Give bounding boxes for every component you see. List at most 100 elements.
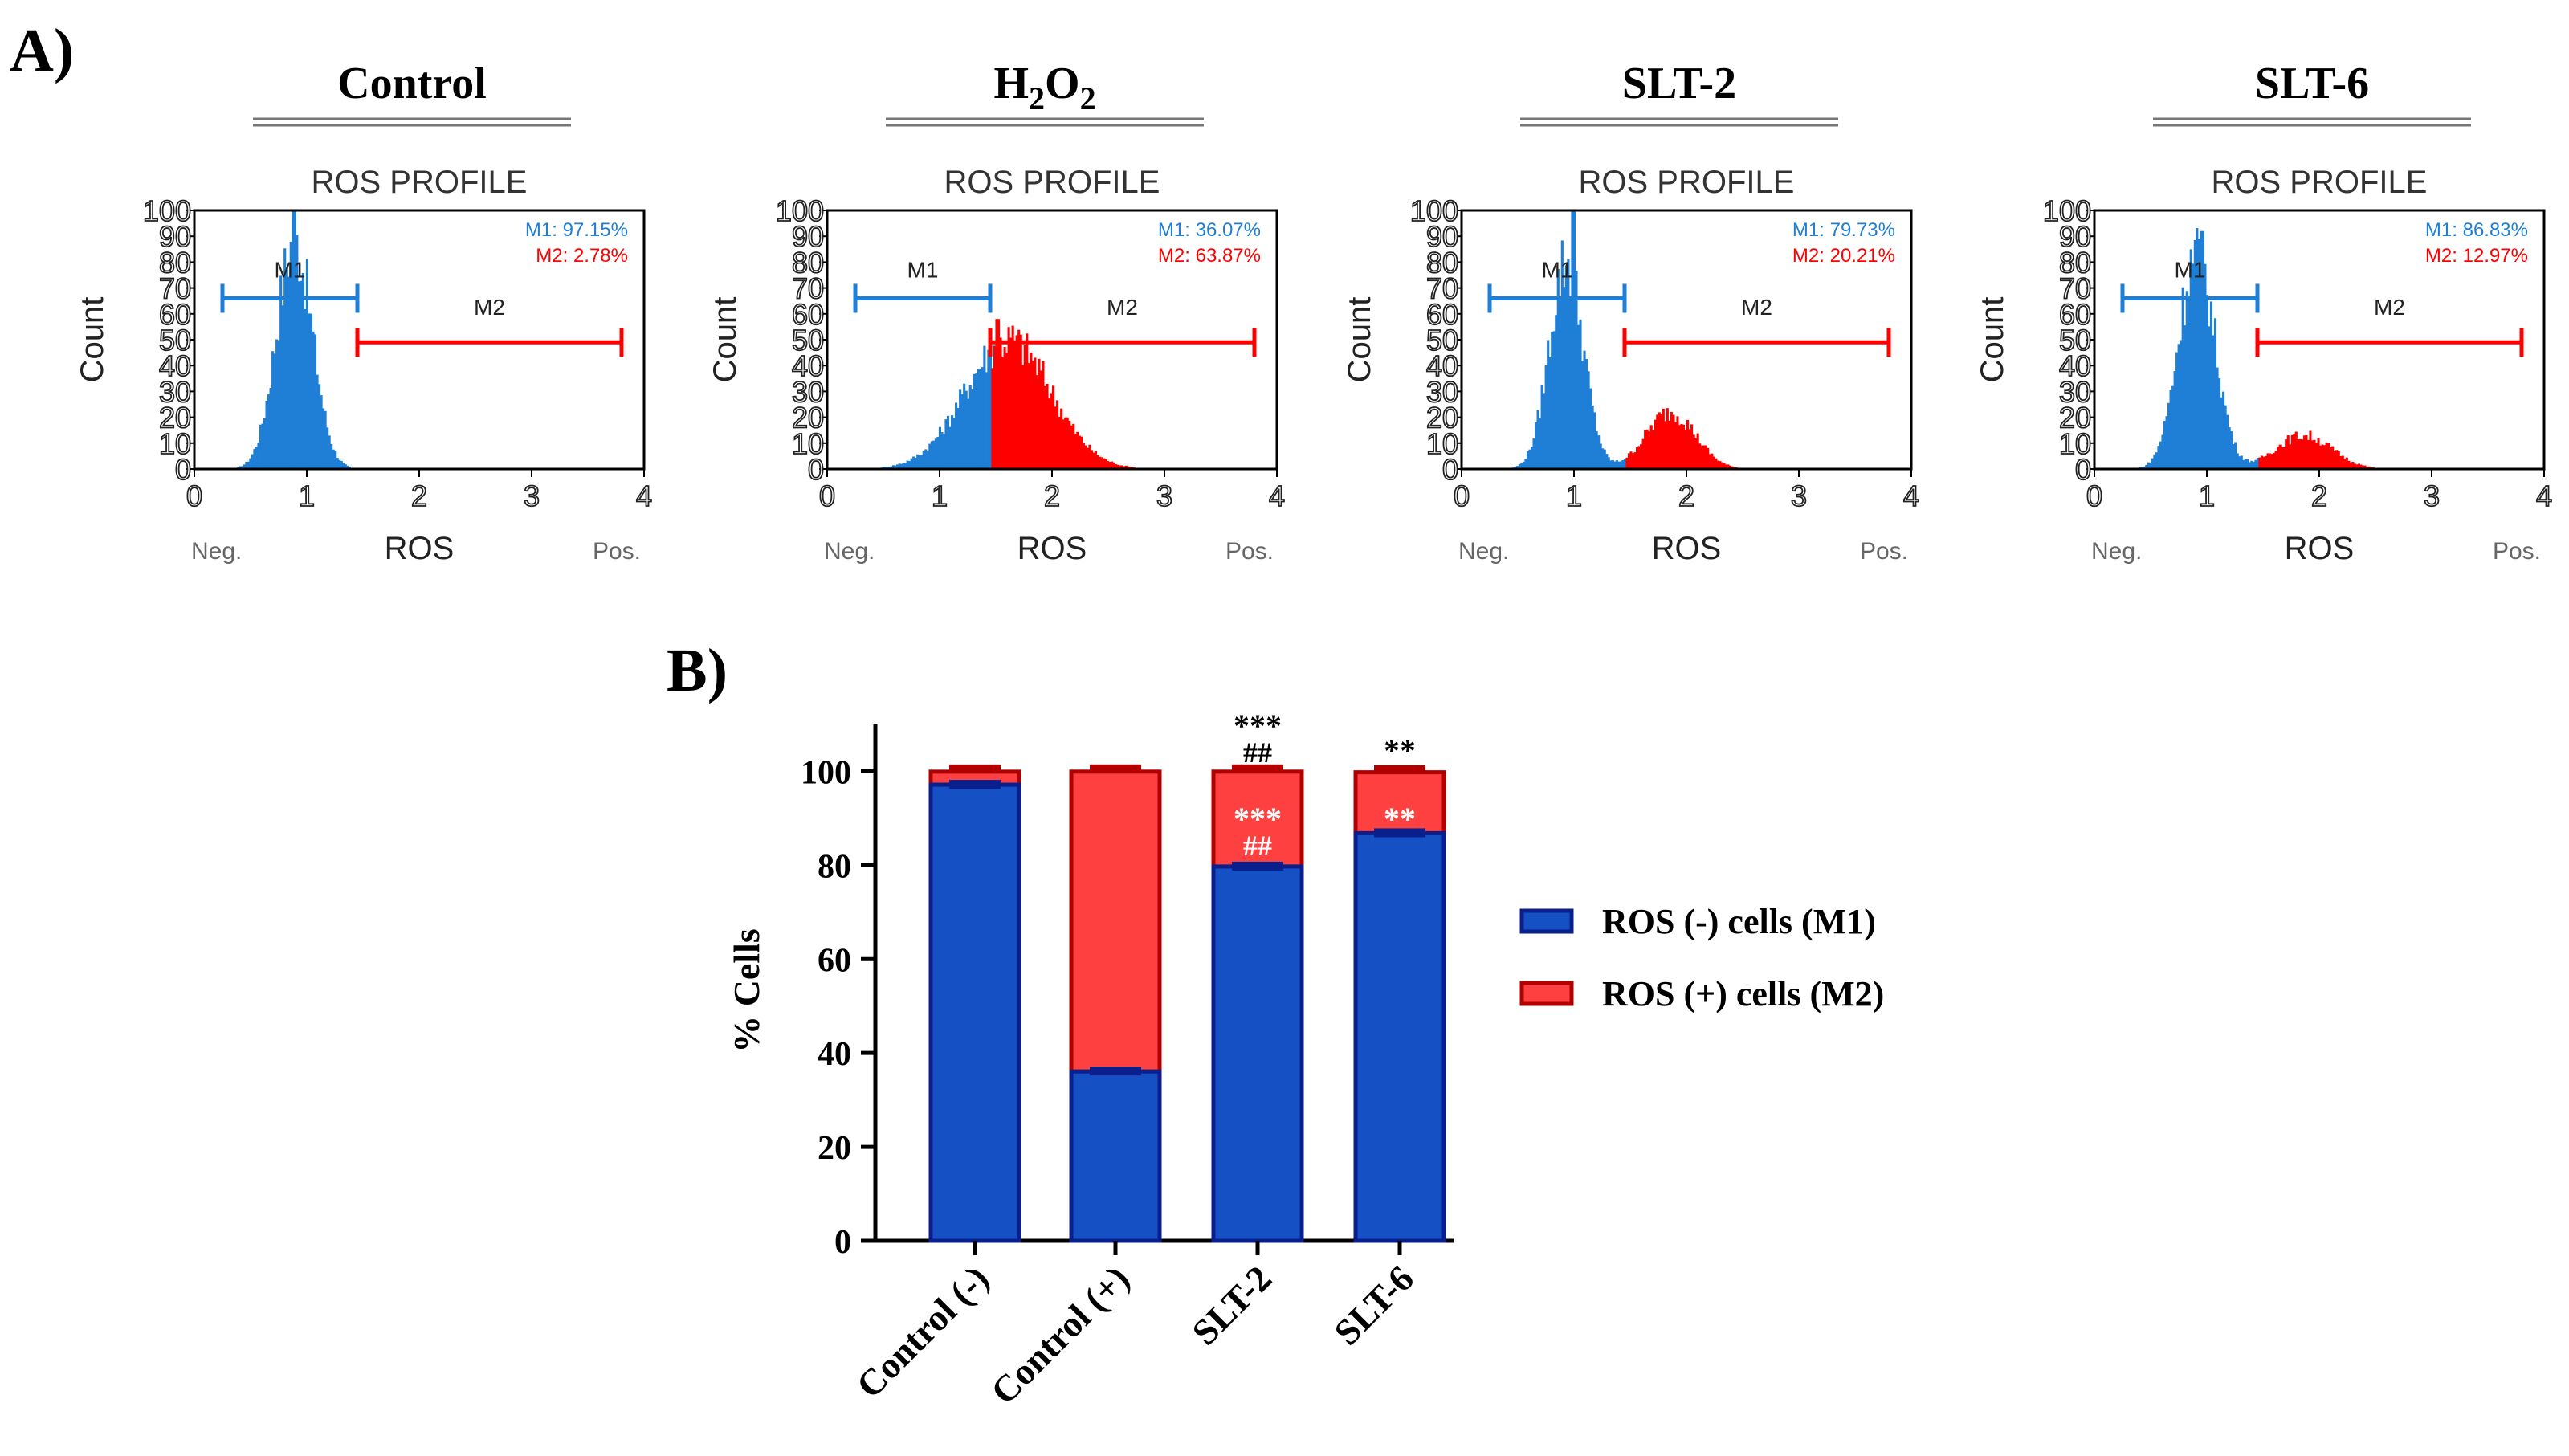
histogram-bin <box>959 389 962 469</box>
y-tick-label: 50 <box>159 324 191 357</box>
histogram-bin <box>1684 429 1687 469</box>
histogram-bin <box>1597 435 1601 469</box>
histogram-bin <box>1656 414 1659 469</box>
x-tick-label: 3 <box>2424 479 2440 512</box>
histogram-bin <box>2200 230 2203 469</box>
histogram-bin <box>1559 296 1562 469</box>
histogram-bin <box>964 390 968 469</box>
histogram-bin <box>313 334 317 469</box>
x-tick-label: 0 <box>186 479 202 512</box>
histogram-bin <box>2277 447 2280 469</box>
error-cap-m1 <box>1374 828 1425 838</box>
histogram-bin <box>1021 365 1025 469</box>
histogram-bin <box>1023 345 1026 469</box>
y-tick-label: 20 <box>2059 402 2091 434</box>
bar-m1-segment <box>1069 1069 1162 1243</box>
histogram-bin <box>914 457 917 469</box>
histogram-bin <box>1700 445 1703 469</box>
histogram-bin <box>1047 398 1051 469</box>
histogram-bin <box>1686 419 1690 469</box>
histogram-bin <box>1708 454 1711 469</box>
histogram-bin <box>1676 416 1679 469</box>
y-tick-label: 40 <box>792 349 824 382</box>
histogram-bin <box>1712 456 1715 469</box>
y-tick-label: 80 <box>1426 246 1458 279</box>
histogram-bin <box>2236 453 2239 469</box>
histogram-bin <box>2230 431 2233 469</box>
neg-label: Neg. <box>2091 538 2142 565</box>
panel-label-b: B) <box>667 637 728 704</box>
gate-m1-percent: M1: 86.83% <box>2425 219 2528 241</box>
y-tick-label: 80 <box>159 246 191 279</box>
histogram-bin <box>1648 431 1651 469</box>
y-tick-label: 10 <box>159 427 191 460</box>
y-tick-label: 40 <box>818 1036 851 1073</box>
legend-swatch-m2 <box>1519 981 1574 1006</box>
histogram-bin <box>1591 405 1594 469</box>
histogram-bin <box>2260 455 2264 469</box>
error-cap-m2 <box>1090 764 1141 773</box>
histogram-bin <box>1115 464 1118 469</box>
histogram-bin <box>1609 460 1613 469</box>
y-tick-label: 70 <box>159 272 191 305</box>
histogram-bin <box>2155 452 2158 469</box>
histogram-bin <box>1112 462 1115 469</box>
y-tick-label: 20 <box>159 402 191 434</box>
histogram-bin <box>904 463 907 469</box>
histogram-bin <box>1078 435 1081 469</box>
y-tick-label: 0 <box>1442 453 1458 486</box>
histogram-bin <box>257 442 260 469</box>
neg-label: Neg. <box>191 538 242 565</box>
histogram-bin <box>1715 458 1718 469</box>
histogram-bin <box>2161 434 2164 469</box>
histogram-bin <box>332 449 335 469</box>
histogram-bin <box>328 435 331 469</box>
bar-m1-segment <box>928 782 1021 1243</box>
histogram-bin <box>1026 333 1029 469</box>
histogram-bin <box>2367 466 2371 469</box>
histogram-bin <box>1563 287 1566 469</box>
x-axis-label: ROS <box>2285 531 2355 566</box>
histogram-bin <box>2302 435 2306 469</box>
histogram-bin <box>2258 457 2261 469</box>
histogram-bin <box>2282 447 2286 469</box>
histogram-bin <box>1547 340 1550 469</box>
histogram-bin <box>922 450 925 469</box>
pos-label: Pos. <box>593 538 641 565</box>
histogram-bin <box>1552 331 1556 469</box>
histogram-bin <box>1636 447 1639 469</box>
y-tick-label: 90 <box>159 220 191 253</box>
histogram-bin <box>2252 461 2255 469</box>
x-tick-label: 1 <box>299 479 315 512</box>
histogram-bin <box>2309 430 2312 469</box>
histogram-bin <box>2181 287 2184 469</box>
histogram-bin <box>2361 465 2365 469</box>
histogram-bin <box>1530 447 1534 469</box>
histogram-bin <box>285 267 288 469</box>
histogram-bin <box>1694 438 1698 469</box>
y-tick-label: 40 <box>159 349 191 382</box>
histogram-bin <box>1579 319 1582 469</box>
histogram-bin <box>2180 340 2183 469</box>
histogram-bin <box>1593 412 1596 469</box>
plot-title: ROS PROFILE <box>944 165 1160 200</box>
histogram-bin <box>1688 429 1691 469</box>
x-tick-label: 0 <box>1454 479 1470 512</box>
histogram-bin <box>1716 460 1719 469</box>
histogram-bin <box>999 337 1002 469</box>
histogram-bin <box>2244 459 2247 469</box>
histogram-bin <box>273 353 276 469</box>
gate-m2-percent: M2: 63.87% <box>1158 245 1261 267</box>
histogram-bin <box>1050 393 1053 469</box>
gate-m2-percent: M2: 20.21% <box>1792 245 1895 267</box>
histogram-bin <box>269 388 272 469</box>
histogram-bin <box>2286 435 2290 469</box>
histogram-bin <box>1585 359 1588 469</box>
y-tick-label: 0 <box>175 453 191 486</box>
gate-m1-percent: M1: 36.07% <box>1158 219 1261 241</box>
histogram-bin <box>1123 466 1126 469</box>
y-tick-label: 100 <box>1410 194 1458 227</box>
histogram-bin <box>1086 447 1089 469</box>
histogram-bin <box>989 346 992 469</box>
